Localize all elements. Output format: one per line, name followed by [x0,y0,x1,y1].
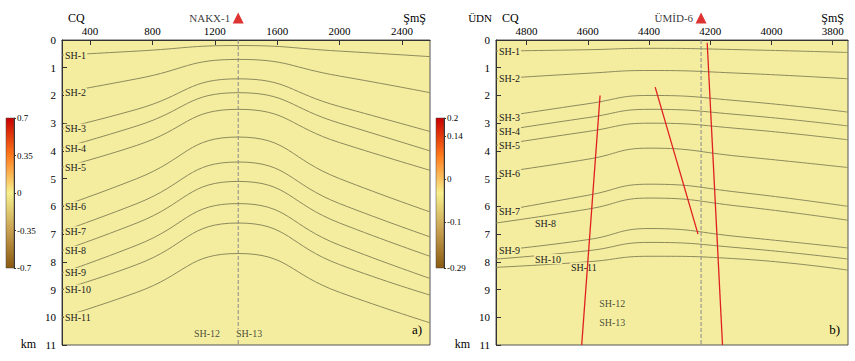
svg-text:1600: 1600 [266,25,289,37]
svg-text:6: 6 [485,200,491,212]
svg-text:SH-4: SH-4 [499,126,520,137]
svg-text:8: 8 [51,256,57,268]
svg-text:SH-5: SH-5 [65,162,86,173]
svg-text:SH-6: SH-6 [65,201,86,212]
svg-text:7: 7 [51,228,57,240]
svg-text:SH-7: SH-7 [65,226,86,237]
svg-text:SH-1: SH-1 [65,50,86,61]
svg-text:SH-11: SH-11 [571,262,597,273]
svg-text:4800: 4800 [516,25,539,37]
svg-text:6: 6 [51,200,57,212]
svg-text:CQ: CQ [502,11,519,25]
svg-text:800: 800 [144,25,161,37]
svg-text:SH-3: SH-3 [65,123,86,134]
svg-text:0: 0 [51,34,57,46]
svg-text:4: 4 [485,145,491,157]
svg-text:0.2: 0.2 [447,113,458,123]
svg-text:a): a) [412,322,422,337]
svg-text:ŞmŞ: ŞmŞ [403,11,426,25]
svg-text:SH-9: SH-9 [65,267,86,278]
svg-text:10: 10 [479,311,491,323]
svg-text:km: km [21,337,37,351]
svg-text:0.14: 0.14 [447,131,463,141]
svg-text:9: 9 [51,284,57,296]
svg-text:4600: 4600 [577,25,600,37]
svg-text:ÜDN: ÜDN [468,12,492,24]
svg-text:-0.35: -0.35 [17,226,36,236]
svg-text:2400: 2400 [391,25,414,37]
svg-text:NAKX-1: NAKX-1 [189,12,230,24]
svg-text:ÜMİD-6: ÜMİD-6 [655,12,694,24]
svg-text:SH-7: SH-7 [499,206,520,217]
svg-text:-0.7: -0.7 [17,263,32,273]
svg-text:SH-8: SH-8 [65,245,86,256]
svg-text:CQ: CQ [68,11,85,25]
svg-text:km: km [455,337,471,351]
svg-text:1: 1 [51,62,57,74]
svg-text:0.35: 0.35 [17,151,33,161]
svg-text:-0.1: -0.1 [447,217,461,227]
svg-text:4400: 4400 [638,25,661,37]
svg-text:4000: 4000 [760,25,783,37]
svg-text:8: 8 [485,256,491,268]
svg-text:10: 10 [45,311,57,323]
svg-text:SH-10: SH-10 [65,284,91,295]
svg-text:4200: 4200 [699,25,722,37]
svg-text:0.7: 0.7 [17,113,29,123]
svg-text:2000: 2000 [329,25,352,37]
svg-text:4: 4 [51,145,57,157]
svg-text:11: 11 [45,339,56,351]
svg-text:SH-5: SH-5 [499,140,520,151]
svg-text:0: 0 [447,174,452,184]
svg-text:SH-2: SH-2 [65,87,86,98]
svg-text:SH-11: SH-11 [65,312,91,323]
svg-text:11: 11 [479,339,490,351]
svg-text:SH-13: SH-13 [236,328,262,339]
svg-text:3: 3 [51,117,57,129]
svg-text:7: 7 [485,228,491,240]
svg-text:SH-12: SH-12 [599,298,625,309]
svg-text:SH-4: SH-4 [65,143,86,154]
svg-text:SH-1: SH-1 [499,46,520,57]
svg-text:b): b) [829,322,840,337]
svg-text:SH-8: SH-8 [535,218,556,229]
svg-text:SH-6: SH-6 [499,168,520,179]
svg-text:2: 2 [485,89,491,101]
svg-text:9: 9 [485,284,491,296]
svg-text:1: 1 [485,62,491,74]
svg-text:3: 3 [485,117,491,129]
svg-text:400: 400 [82,25,99,37]
svg-text:2: 2 [51,89,57,101]
svg-text:1200: 1200 [204,25,227,37]
svg-text:ŞmŞ: ŞmŞ [821,11,844,25]
svg-text:-0.29: -0.29 [447,263,466,273]
svg-text:0: 0 [485,34,491,46]
svg-text:SH-10: SH-10 [535,254,561,265]
svg-text:SH-9: SH-9 [499,245,520,256]
svg-text:SH-12: SH-12 [194,328,220,339]
svg-text:SH-13: SH-13 [599,317,625,328]
svg-text:SH-2: SH-2 [499,73,520,84]
svg-text:3800: 3800 [822,25,845,37]
svg-text:0: 0 [17,188,22,198]
svg-text:5: 5 [51,173,57,185]
svg-text:SH-3: SH-3 [499,112,520,123]
svg-text:5: 5 [485,173,491,185]
